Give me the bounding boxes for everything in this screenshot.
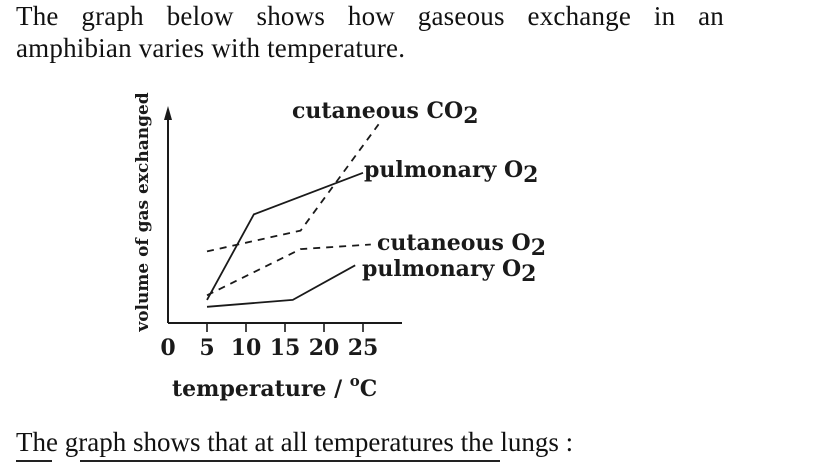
x-tick-label: 5 (199, 335, 214, 361)
series-line-2 (206, 171, 364, 301)
series-line-1 (206, 123, 380, 253)
intro-line-1: The graph below shows how gaseous exchan… (16, 1, 724, 31)
x-tick-label: 15 (270, 335, 301, 361)
chart-axes: volume of gas exchanged (133, 92, 402, 333)
x-tick-label: 10 (231, 335, 262, 361)
chart-x-ticks: 0 5 10 15 20 25 temperature / oC (160, 323, 378, 402)
x-tick-label: 0 (160, 335, 175, 361)
chart-series (206, 123, 380, 308)
next-line-partial (16, 460, 576, 474)
x-tick-label: 25 (348, 335, 379, 361)
intro-text: The graph below shows how gaseous exchan… (16, 0, 816, 64)
x-tick-label: 20 (309, 335, 340, 361)
y-axis-label: volume of gas exchanged (133, 92, 153, 332)
series-label-3: cutaneous O2 (377, 230, 546, 261)
y-axis-arrow (164, 106, 172, 120)
x-axis-label: temperature / oC (172, 372, 377, 402)
gas-exchange-chart: volume of gas exchanged cutaneous CO2 pul… (133, 92, 546, 402)
series-label-1: cutaneous CO2 (292, 98, 479, 129)
intro-line-2: amphibian varies with temperature. (16, 33, 406, 63)
series-line-4 (206, 264, 356, 308)
series-line-3 (206, 243, 371, 297)
series-label-4: pulmonary O2 (362, 256, 536, 287)
question-text: The graph shows that at all temperatures… (16, 427, 574, 457)
series-label-2: pulmonary O2 (364, 157, 538, 188)
